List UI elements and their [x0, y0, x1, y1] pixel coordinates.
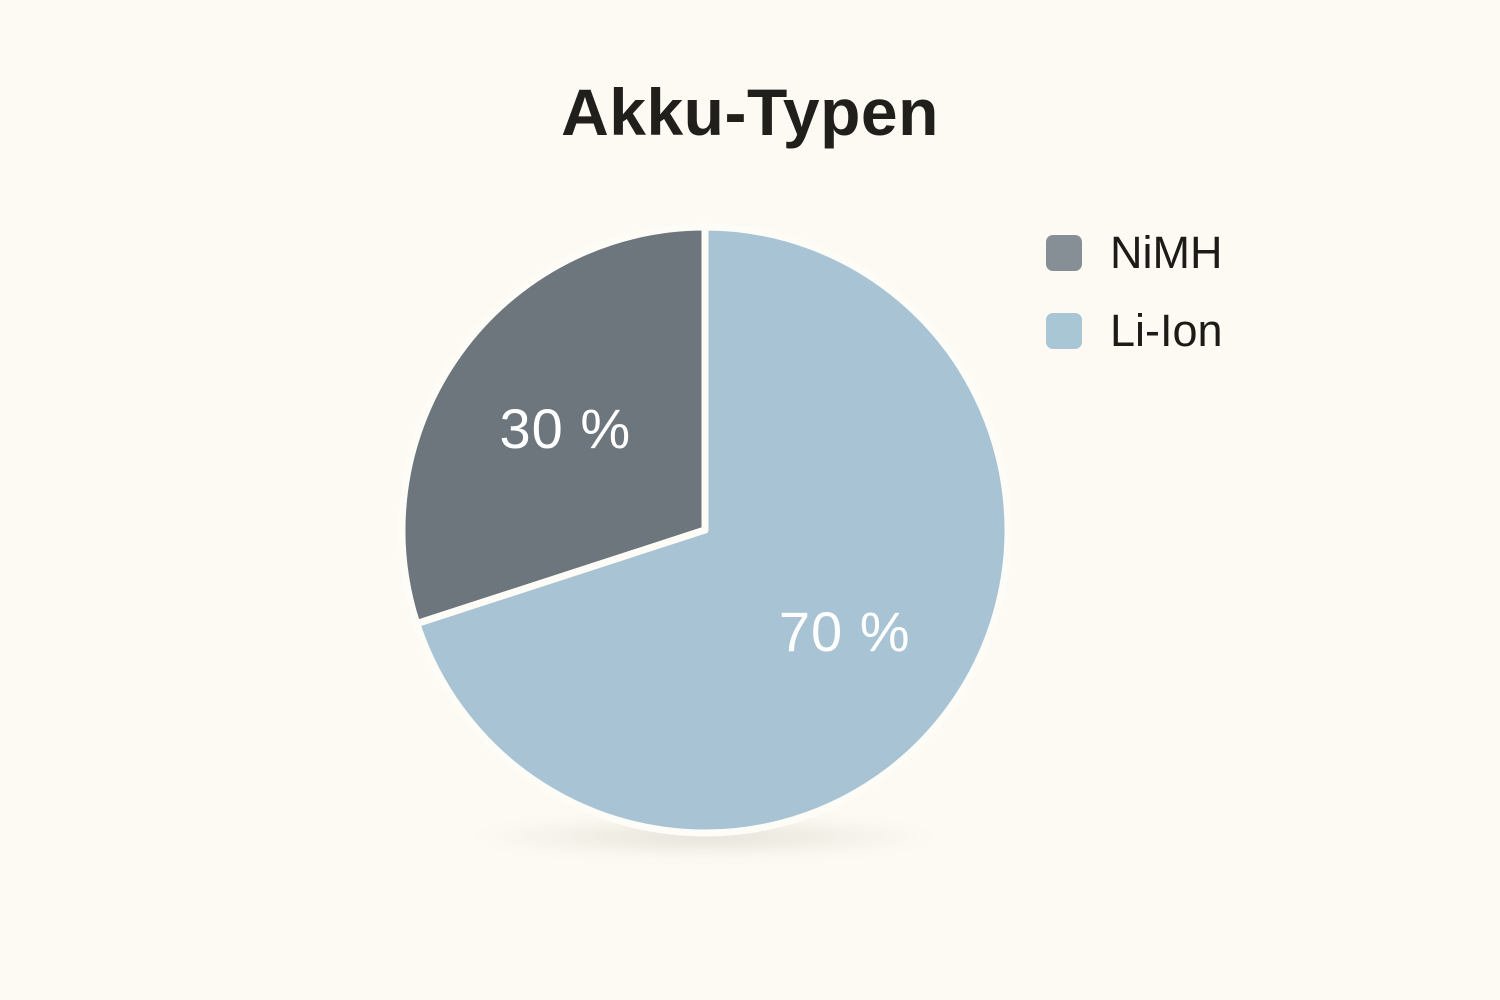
- pie-slice-nimh: [398, 223, 709, 628]
- legend-item-li-ion: Li-Ion: [1046, 308, 1223, 353]
- legend-label-nimh: NiMH: [1110, 227, 1223, 278]
- pie-slice-label-li-ion: 70 %: [779, 600, 911, 663]
- legend-item-nimh: NiMH: [1046, 230, 1223, 275]
- legend-label-li-ion: Li-Ion: [1110, 305, 1223, 356]
- pie-slice-li-ion: [413, 223, 1012, 837]
- legend-swatch-li-ion-icon: [1046, 312, 1082, 349]
- chart-title: Akku-Typen: [561, 75, 939, 149]
- pie-chart: 30 % 70 %: [398, 223, 1012, 837]
- legend-swatch-nimh-icon: [1046, 234, 1082, 271]
- pie-slice-label-nimh: 30 %: [499, 397, 631, 460]
- legend: NiMH Li-Ion: [1046, 230, 1223, 353]
